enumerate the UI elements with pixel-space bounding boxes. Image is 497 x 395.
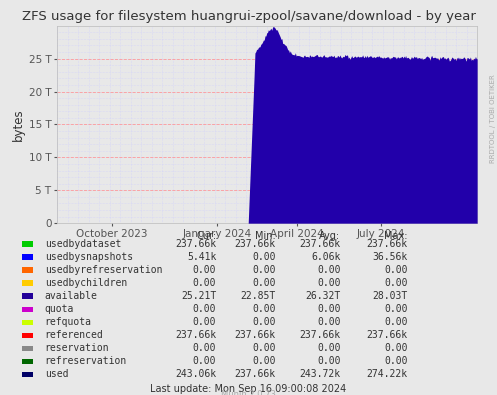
Text: 0.00: 0.00: [193, 317, 216, 327]
Text: 237.66k: 237.66k: [175, 239, 216, 249]
Text: 0.00: 0.00: [384, 278, 408, 288]
Text: 36.56k: 36.56k: [372, 252, 408, 262]
Text: Last update: Mon Sep 16 09:00:08 2024: Last update: Mon Sep 16 09:00:08 2024: [151, 384, 346, 393]
Text: 6.06k: 6.06k: [311, 252, 340, 262]
Text: 0.00: 0.00: [252, 317, 276, 327]
Text: Max:: Max:: [384, 231, 408, 241]
Text: RRDTOOL / TOBI OETIKER: RRDTOOL / TOBI OETIKER: [490, 74, 496, 163]
Text: 237.66k: 237.66k: [299, 239, 340, 249]
Text: Cur:: Cur:: [196, 231, 216, 241]
Text: 5.41k: 5.41k: [187, 252, 216, 262]
Text: refreservation: refreservation: [45, 356, 127, 367]
Text: 0.00: 0.00: [317, 265, 340, 275]
Y-axis label: bytes: bytes: [12, 108, 25, 141]
Text: Munin 2.0.73: Munin 2.0.73: [221, 390, 276, 395]
Text: 0.00: 0.00: [193, 278, 216, 288]
Text: 0.00: 0.00: [252, 278, 276, 288]
Text: 26.32T: 26.32T: [305, 291, 340, 301]
Text: 0.00: 0.00: [384, 343, 408, 354]
Text: usedbysnapshots: usedbysnapshots: [45, 252, 133, 262]
Text: 0.00: 0.00: [384, 265, 408, 275]
Text: 22.85T: 22.85T: [241, 291, 276, 301]
Text: usedbyrefreservation: usedbyrefreservation: [45, 265, 162, 275]
Text: 28.03T: 28.03T: [372, 291, 408, 301]
Text: 237.66k: 237.66k: [235, 369, 276, 380]
Text: 237.66k: 237.66k: [366, 330, 408, 340]
Text: 0.00: 0.00: [317, 317, 340, 327]
Text: 243.06k: 243.06k: [175, 369, 216, 380]
Text: 0.00: 0.00: [384, 304, 408, 314]
Text: 237.66k: 237.66k: [299, 330, 340, 340]
Text: 237.66k: 237.66k: [235, 330, 276, 340]
Text: quota: quota: [45, 304, 74, 314]
Text: 0.00: 0.00: [317, 356, 340, 367]
Text: 0.00: 0.00: [193, 265, 216, 275]
Text: 237.66k: 237.66k: [366, 239, 408, 249]
Text: used: used: [45, 369, 68, 380]
Text: 0.00: 0.00: [384, 356, 408, 367]
Text: 0.00: 0.00: [252, 343, 276, 354]
Text: refquota: refquota: [45, 317, 92, 327]
Text: 0.00: 0.00: [317, 304, 340, 314]
Text: 237.66k: 237.66k: [175, 330, 216, 340]
Text: available: available: [45, 291, 97, 301]
Text: 0.00: 0.00: [317, 343, 340, 354]
Text: 274.22k: 274.22k: [366, 369, 408, 380]
Text: 0.00: 0.00: [193, 356, 216, 367]
Text: ZFS usage for filesystem huangrui-zpool/savane/download - by year: ZFS usage for filesystem huangrui-zpool/…: [21, 10, 476, 23]
Text: 0.00: 0.00: [252, 252, 276, 262]
Text: 0.00: 0.00: [317, 278, 340, 288]
Text: reservation: reservation: [45, 343, 109, 354]
Text: usedbychildren: usedbychildren: [45, 278, 127, 288]
Text: 0.00: 0.00: [252, 356, 276, 367]
Text: 243.72k: 243.72k: [299, 369, 340, 380]
Text: 0.00: 0.00: [193, 343, 216, 354]
Text: 0.00: 0.00: [252, 304, 276, 314]
Text: 0.00: 0.00: [384, 317, 408, 327]
Text: 25.21T: 25.21T: [181, 291, 216, 301]
Text: 0.00: 0.00: [252, 265, 276, 275]
Text: Min:: Min:: [255, 231, 276, 241]
Text: 0.00: 0.00: [193, 304, 216, 314]
Text: Avg:: Avg:: [319, 231, 340, 241]
Text: referenced: referenced: [45, 330, 103, 340]
Text: 237.66k: 237.66k: [235, 239, 276, 249]
Text: usedbydataset: usedbydataset: [45, 239, 121, 249]
